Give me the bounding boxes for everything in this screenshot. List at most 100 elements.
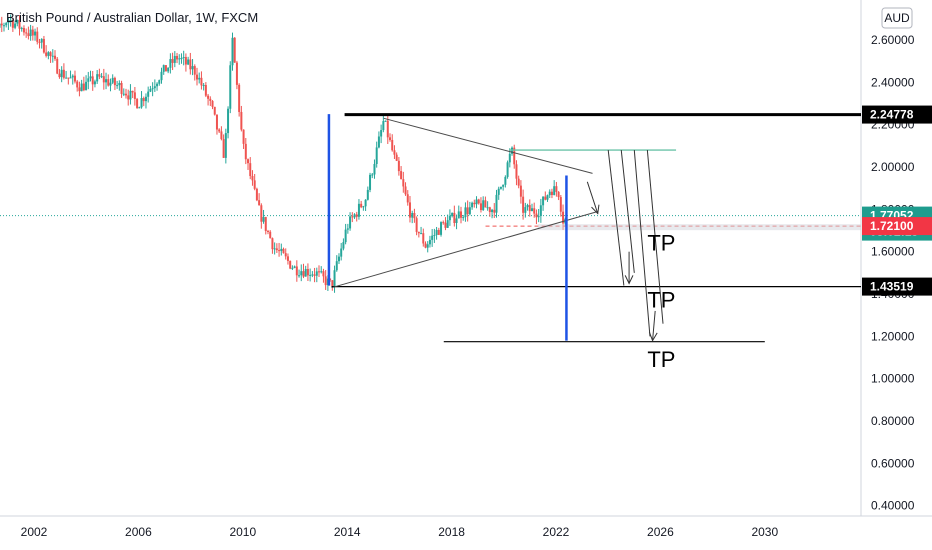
candle-body (184, 57, 187, 65)
candle-body (380, 130, 383, 137)
candle-body (0, 23, 1, 28)
candle-body (555, 186, 558, 192)
candle-body (455, 218, 458, 223)
candle-body (473, 202, 476, 205)
candle-body (440, 222, 443, 235)
candle-body (189, 59, 192, 70)
candle-body (38, 41, 41, 43)
candle-body (220, 131, 223, 140)
arrow-long-head (648, 332, 658, 342)
tp-zone (537, 224, 861, 231)
candle-body (526, 205, 529, 208)
candle-body (357, 203, 360, 217)
candle-body (322, 271, 325, 277)
candle-body (486, 207, 489, 209)
candle-body (335, 261, 338, 271)
price-axis[interactable]: 2.600002.400002.200002.000001.800001.600… (871, 33, 915, 513)
candle-body (448, 216, 451, 221)
candle-body (382, 121, 385, 131)
candle-body (54, 55, 57, 59)
candle-body (502, 184, 505, 187)
candle-body (477, 199, 480, 204)
candle-body (426, 244, 429, 248)
candle-body (318, 271, 321, 273)
candle-body (140, 98, 143, 108)
tp-labels: TP TP TP (647, 231, 675, 372)
candle-body (389, 137, 392, 140)
candle-body (417, 231, 420, 234)
candle-body (96, 74, 99, 82)
candle-body (14, 23, 17, 28)
currency-badge[interactable] (881, 7, 913, 29)
candle-body (176, 55, 179, 60)
arrow-small (586, 181, 599, 214)
candle-body (435, 229, 438, 236)
candle-body (431, 235, 434, 240)
candle-body (264, 217, 267, 231)
candle-body (542, 196, 545, 206)
candle-body (20, 27, 23, 29)
candle-body (169, 59, 172, 68)
candle-body (384, 120, 387, 122)
candle-body (73, 75, 76, 82)
candle-body (144, 96, 147, 102)
candle-body (191, 66, 194, 70)
candle-body (244, 143, 247, 160)
candle-body (280, 248, 283, 252)
candle-body (497, 188, 500, 195)
candle-body (524, 207, 527, 213)
candle-body (289, 260, 292, 269)
candle-body (393, 150, 396, 155)
y-tick-label: 2.00000 (871, 160, 915, 174)
candle-body (18, 19, 21, 29)
candle-body (67, 77, 70, 79)
candle-body (420, 233, 423, 235)
candle-body (98, 74, 101, 77)
candle-body (120, 82, 123, 94)
candle-body (499, 186, 502, 189)
candle-body (249, 163, 252, 177)
candle-body (9, 19, 12, 21)
candle-body (364, 199, 367, 207)
arrow-mid-left (607, 150, 625, 286)
candle-body (182, 57, 185, 59)
x-tick-label: 2002 (21, 525, 48, 539)
x-tick-label: 2010 (229, 525, 256, 539)
candle-body (411, 213, 414, 218)
candle-body (488, 207, 491, 213)
price-box (862, 105, 932, 124)
time-axis[interactable]: 2002 2006 2010 2014 2018 2022 2026 2030 (21, 525, 779, 539)
candle-body (491, 209, 494, 213)
candle-body (266, 230, 269, 232)
candle-body (413, 213, 416, 219)
candle-body (209, 98, 212, 101)
candle-body (167, 67, 170, 72)
candle-body (195, 74, 198, 80)
candle-body (342, 242, 345, 249)
falling-trendline (383, 117, 593, 174)
candle-body (493, 209, 496, 213)
candle-body (508, 153, 511, 163)
price-box-value: 1.72100 (870, 219, 914, 233)
candle-body (369, 174, 372, 190)
candle-body (82, 83, 85, 91)
candle-body (375, 147, 378, 164)
candle-body (404, 186, 407, 195)
candle-body (105, 79, 108, 83)
candle-body (5, 23, 8, 26)
x-tick-label: 2018 (438, 525, 465, 539)
candle-body (47, 52, 50, 56)
candle-body (484, 200, 487, 208)
candle-body (213, 106, 216, 115)
candle-body (40, 38, 43, 43)
candle-body (136, 98, 139, 109)
candle-body (313, 274, 316, 276)
candle-body (240, 111, 243, 130)
candle-body (16, 19, 19, 24)
candle-body (442, 222, 445, 224)
y-tick-label: 0.80000 (871, 414, 915, 428)
candle-body (49, 52, 52, 57)
candle-body (7, 20, 10, 24)
